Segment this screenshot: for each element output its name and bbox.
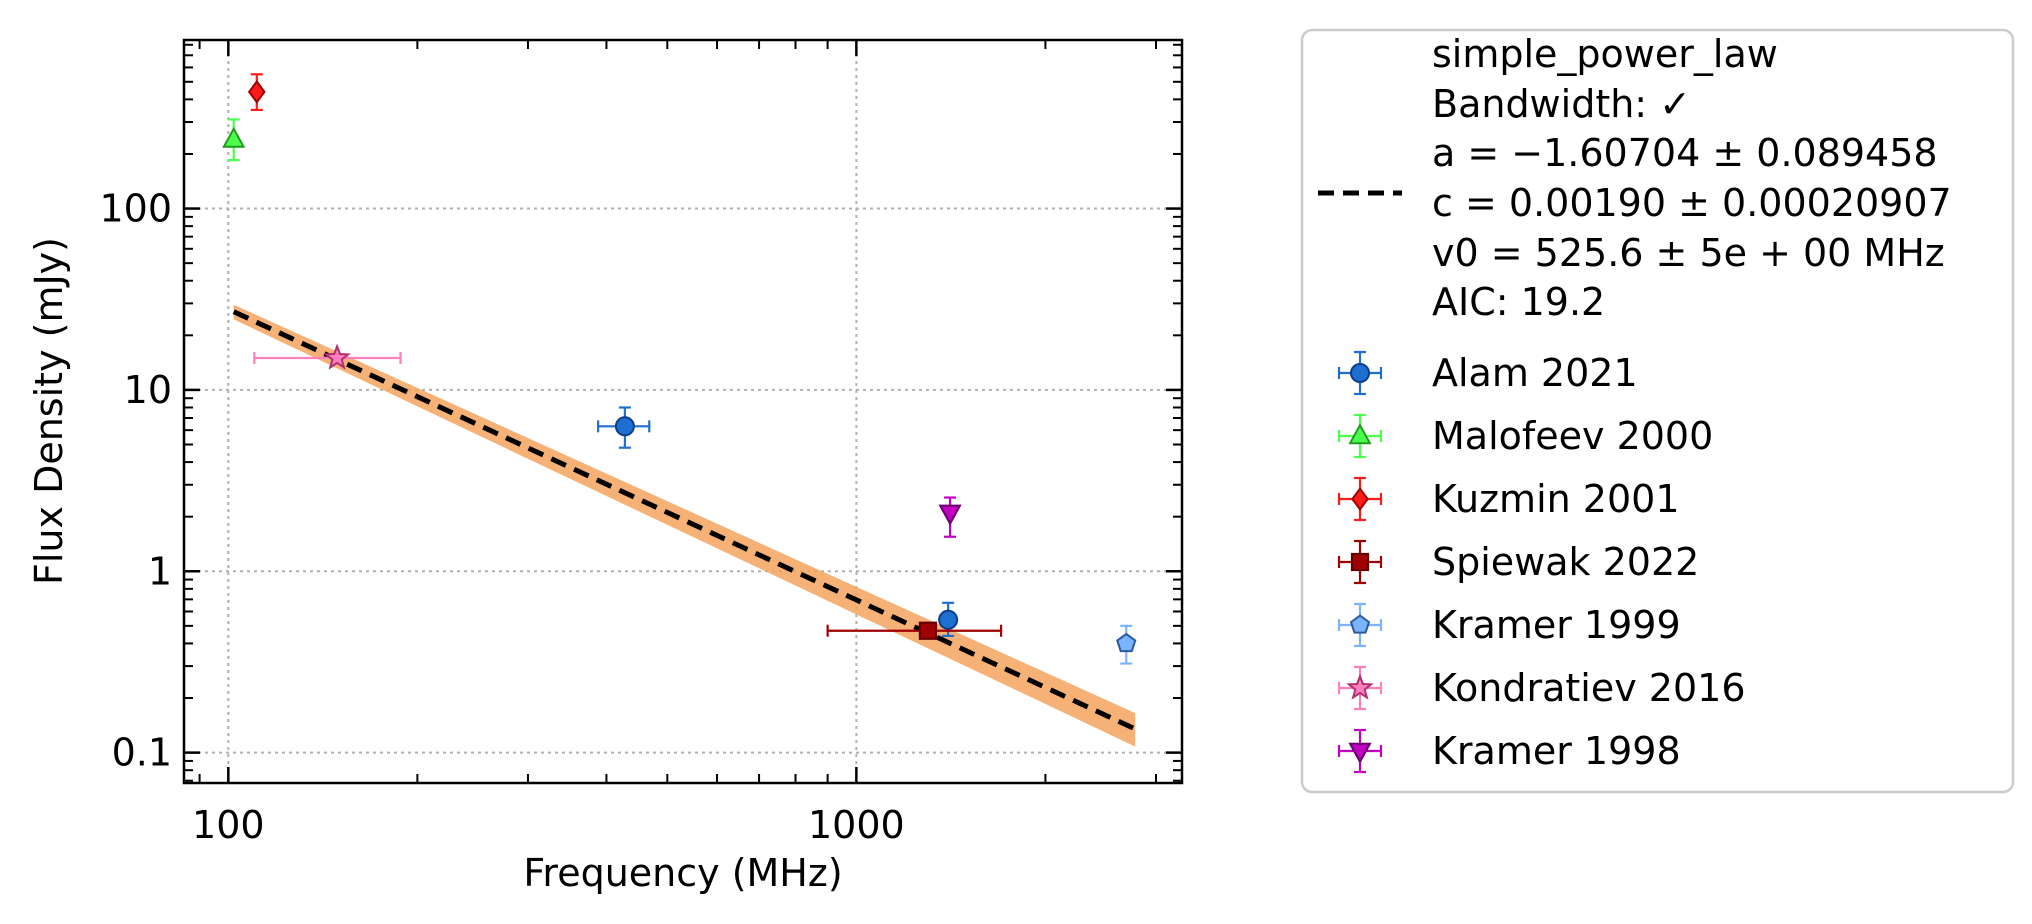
error-bar — [826, 624, 1003, 637]
fit-line — [232, 309, 1137, 732]
legend-marker — [1348, 423, 1372, 445]
legend-entry: Spiewak 2022 — [1337, 539, 1699, 585]
error-bar — [253, 351, 402, 364]
legend-label: Kramer 1998 — [1432, 729, 1681, 773]
data-marker — [614, 416, 635, 437]
data-point — [938, 496, 962, 538]
legend-fit-label: Bandwidth: ✓ — [1432, 82, 1691, 126]
axis-ticks: 100 1000 0.1 1 10 100 — [99, 40, 1182, 847]
data-marker — [323, 343, 351, 370]
legend-fit-label: a = −1.60704 ± 0.089458 — [1432, 131, 1938, 175]
x-axis-title: Frequency (MHz) — [523, 851, 842, 895]
data-marker — [247, 79, 266, 104]
legend-marker — [1349, 614, 1371, 634]
grid-lines — [184, 40, 1182, 783]
data-point — [247, 73, 266, 111]
legend-fit-label: v0 = 525.6 ± 5e + 00 MHz — [1432, 231, 1945, 275]
data-point — [253, 343, 402, 370]
legend-label: Alam 2021 — [1432, 351, 1638, 395]
legend-fit-label: c = 0.00190 ± 0.00020907 — [1432, 181, 1952, 225]
legend-entry: Kramer 1998 — [1337, 728, 1681, 774]
y-tick-label: 100 — [99, 187, 172, 231]
legend-marker — [1350, 363, 1370, 383]
legend-label: Spiewak 2022 — [1432, 540, 1699, 584]
x-tick-label: 1000 — [808, 803, 905, 847]
legend: simple_power_law Bandwidth: ✓ a = −1.60704… — [1300, 28, 2015, 794]
legend-label: Kondratiev 2016 — [1432, 666, 1746, 710]
y-tick-label: 10 — [124, 368, 172, 412]
legend-entry: Kuzmin 2001 — [1337, 476, 1680, 522]
y-tick-label: 0.1 — [112, 731, 172, 775]
fit-layer — [232, 304, 1137, 747]
legend-marker — [1350, 552, 1370, 572]
legend-label: Malofeev 2000 — [1432, 414, 1713, 458]
data-marker — [222, 126, 246, 148]
legend-frame — [1300, 28, 2015, 794]
data-point — [597, 406, 651, 449]
x-tick-label: 100 — [192, 803, 265, 847]
data-points — [222, 73, 1137, 665]
data-marker — [938, 504, 962, 526]
legend-fit-label: AIC: 19.2 — [1432, 280, 1605, 324]
y-axis-title: Flux Density (mJy) — [27, 237, 71, 585]
legend-marker — [1351, 486, 1369, 512]
fit-uncertainty-band — [233, 304, 1136, 747]
legend-label: Kuzmin 2001 — [1432, 477, 1680, 521]
data-marker — [938, 609, 959, 630]
data-marker — [1116, 632, 1137, 653]
data-point — [1116, 624, 1137, 665]
data-point — [826, 621, 1003, 640]
data-point — [222, 118, 246, 162]
legend-label: Kramer 1999 — [1432, 603, 1681, 647]
legend-entry: Malofeev 2000 — [1337, 413, 1713, 459]
legend-entry: Alam 2021 — [1337, 350, 1638, 396]
plot-frame — [182, 38, 1184, 785]
legend-marker — [1348, 742, 1372, 764]
legend-entry: Kramer 1999 — [1337, 602, 1681, 648]
y-tick-label: 1 — [148, 549, 172, 593]
legend-marker — [1346, 673, 1374, 700]
legend-entry: Kondratiev 2016 — [1337, 665, 1746, 711]
legend-fit-label: simple_power_law — [1432, 32, 1778, 76]
data-marker — [918, 621, 938, 640]
